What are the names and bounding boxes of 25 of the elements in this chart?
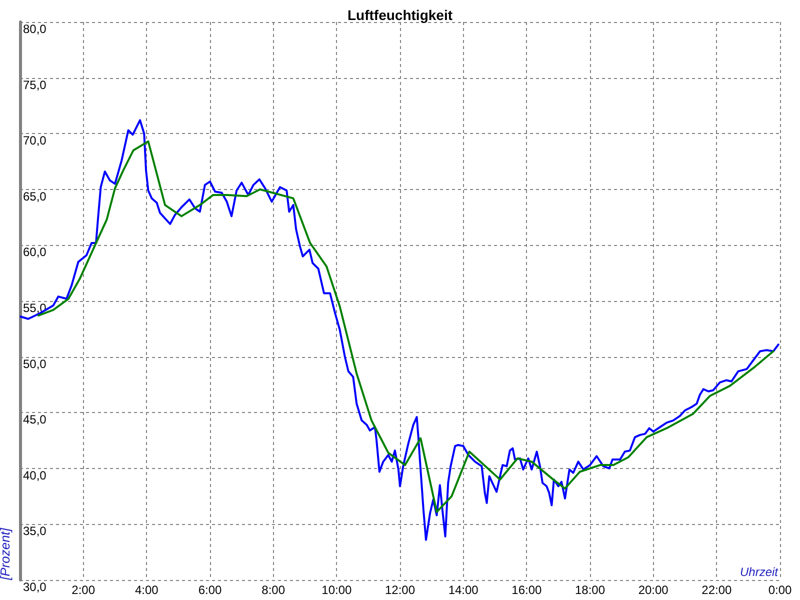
x-tick-label: 6:00 [198,583,222,597]
x-tick-label: 0:00 [768,583,792,597]
y-tick-label: 30,0 [23,580,47,594]
x-tick-label: 8:00 [262,583,286,597]
x-tick-label: 14:00 [448,583,479,597]
y-axis-title: [Prozent] [0,528,12,581]
x-tick-label: 20:00 [638,583,669,597]
y-tick-label: 50,0 [23,356,47,371]
y-tick-label: 60,0 [23,245,47,260]
x-tick-label: 18:00 [574,583,606,597]
x-tick-label: 22:00 [702,583,732,597]
x-tick-label: 16:00 [512,583,542,597]
y-tick-label: 35,0 [23,524,47,538]
y-tick-label: 40,0 [23,468,47,482]
x-tick-label: 2:00 [72,583,96,597]
y-tick-label: 75,0 [23,78,47,92]
x-tick-label: 12:00 [384,583,416,597]
x-tick-label: 4:00 [134,583,159,597]
chart-title: Luftfeuchtigkeit [348,7,453,23]
y-tick-label: 70,0 [23,134,47,148]
x-tick-label: 10:00 [322,583,352,597]
y-tick-label: 45,0 [23,412,47,427]
y-tick-label: 65,0 [23,189,47,204]
x-axis-title: Uhrzeit [740,565,779,579]
y-tick-label: 80,0 [23,22,47,36]
